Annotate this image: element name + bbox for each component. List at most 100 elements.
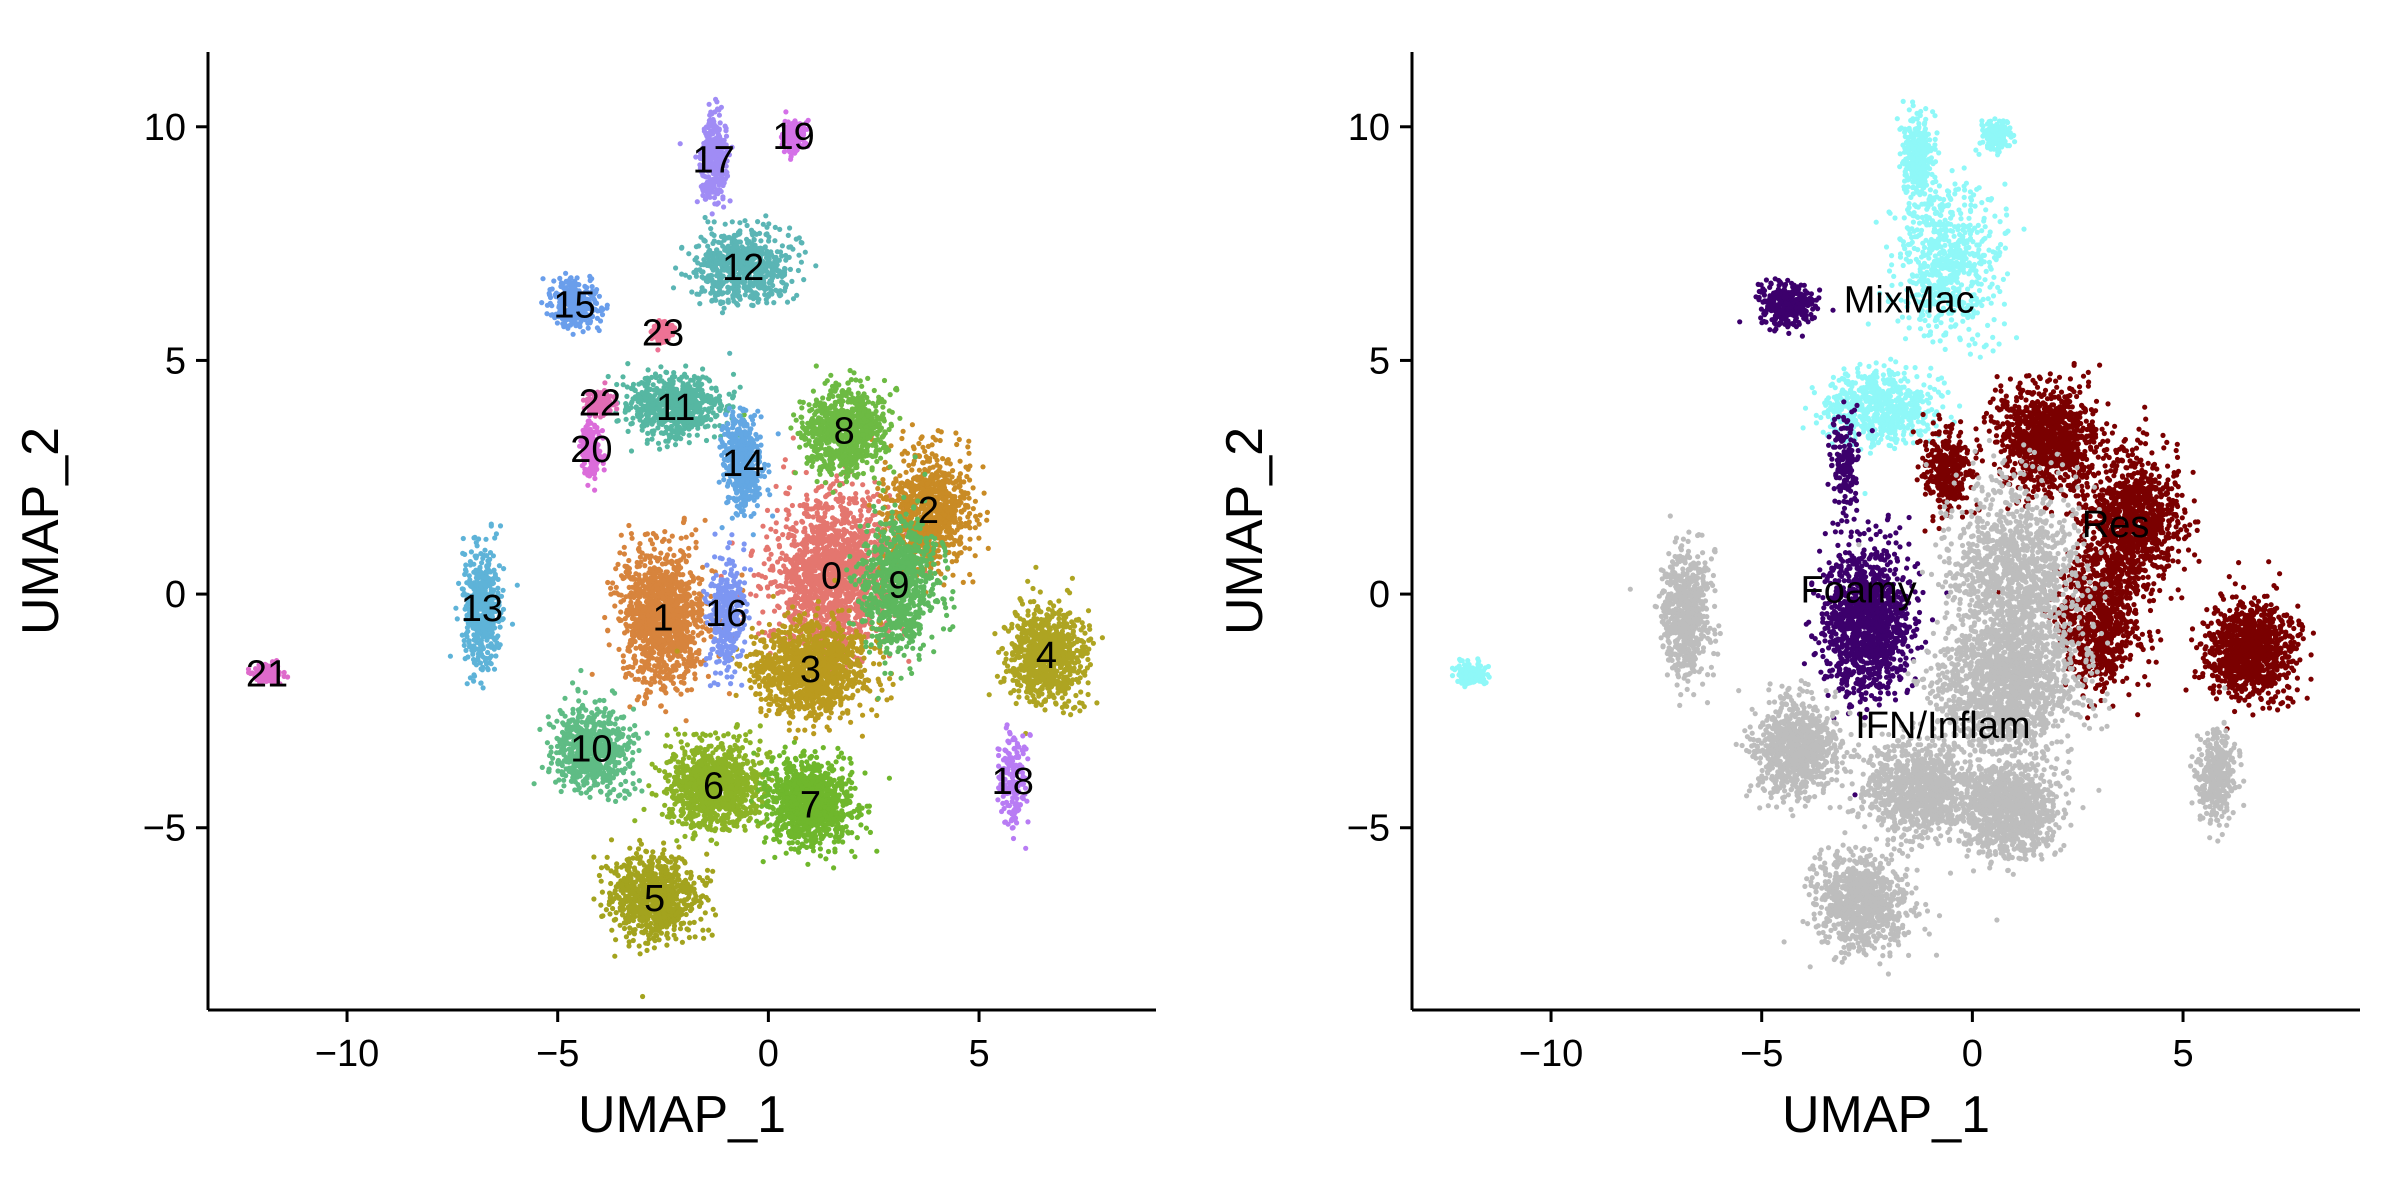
data-point	[823, 494, 829, 500]
data-point	[608, 591, 614, 597]
data-point	[630, 576, 636, 582]
data-point	[623, 621, 629, 627]
data-point	[656, 646, 662, 652]
data-point	[1072, 623, 1078, 629]
data-point	[860, 482, 866, 488]
data-point	[677, 587, 684, 593]
data-point	[815, 485, 822, 491]
data-point	[693, 539, 699, 545]
data-point	[776, 542, 782, 548]
data-point	[867, 688, 873, 694]
data-point	[782, 629, 788, 636]
data-point	[808, 506, 814, 512]
data-point	[907, 495, 913, 501]
data-point	[774, 507, 780, 513]
data-point	[764, 544, 770, 550]
data-point	[914, 483, 920, 489]
data-point	[637, 541, 643, 547]
data-point	[765, 676, 772, 682]
data-point	[859, 536, 866, 542]
data-point	[643, 695, 650, 701]
data-point	[606, 642, 612, 648]
data-point	[726, 691, 733, 697]
data-point	[789, 677, 795, 684]
data-point	[775, 627, 782, 634]
data-point	[848, 543, 854, 549]
data-point	[899, 480, 905, 486]
data-point	[817, 641, 824, 647]
data-point	[790, 604, 796, 610]
data-point	[951, 486, 957, 492]
data-point	[645, 612, 651, 619]
data-point	[757, 584, 763, 590]
data-point	[804, 541, 810, 547]
data-point	[689, 573, 695, 579]
data-point	[608, 585, 614, 591]
data-point	[813, 612, 819, 618]
data-point	[761, 561, 767, 567]
data-point	[810, 595, 817, 601]
data-point	[687, 648, 693, 654]
data-point	[788, 624, 794, 630]
data-point	[976, 535, 982, 541]
data-point	[689, 599, 695, 605]
data-point	[700, 564, 706, 570]
data-point	[809, 618, 815, 625]
data-point	[840, 495, 846, 501]
data-point	[804, 496, 810, 502]
data-point	[691, 610, 698, 616]
data-point	[835, 647, 841, 654]
data-point	[851, 591, 858, 598]
data-point	[680, 572, 686, 578]
data-point	[953, 507, 959, 514]
data-point	[856, 632, 863, 639]
data-point	[626, 557, 632, 564]
data-point	[800, 519, 806, 525]
data-point	[784, 667, 790, 673]
data-point	[780, 532, 786, 538]
data-point	[974, 517, 980, 523]
data-point	[702, 517, 708, 523]
data-point	[689, 532, 695, 538]
data-point	[933, 437, 939, 443]
data-point	[776, 648, 782, 654]
data-point	[840, 710, 846, 716]
data-point	[804, 577, 810, 583]
data-point	[855, 648, 861, 654]
data-point	[690, 629, 696, 636]
data-point	[752, 679, 758, 685]
data-point	[837, 715, 843, 721]
data-point	[645, 579, 651, 585]
data-point	[935, 428, 941, 434]
data-point	[774, 583, 781, 589]
data-point	[757, 691, 763, 697]
data-point	[839, 684, 845, 690]
data-point	[922, 466, 928, 473]
data-point	[779, 689, 785, 695]
data-point	[641, 701, 648, 707]
data-point	[618, 609, 624, 615]
data-point	[670, 680, 677, 687]
data-point	[663, 581, 669, 587]
data-point	[837, 693, 843, 700]
data-point	[966, 450, 972, 456]
data-point	[691, 640, 698, 646]
data-point	[799, 566, 806, 572]
data-point	[635, 600, 641, 606]
data-point	[697, 659, 703, 665]
data-point	[683, 718, 689, 724]
data-point	[857, 624, 863, 631]
data-point	[787, 586, 793, 592]
data-point	[869, 707, 875, 713]
data-point	[800, 556, 806, 563]
data-point	[859, 672, 865, 679]
data-point	[795, 600, 801, 606]
data-point	[646, 618, 652, 624]
data-point	[768, 526, 774, 532]
data-point	[782, 569, 788, 575]
data-point	[663, 690, 669, 696]
data-point	[768, 551, 774, 557]
data-point	[945, 457, 951, 463]
data-point	[670, 663, 676, 670]
data-point	[957, 458, 963, 464]
